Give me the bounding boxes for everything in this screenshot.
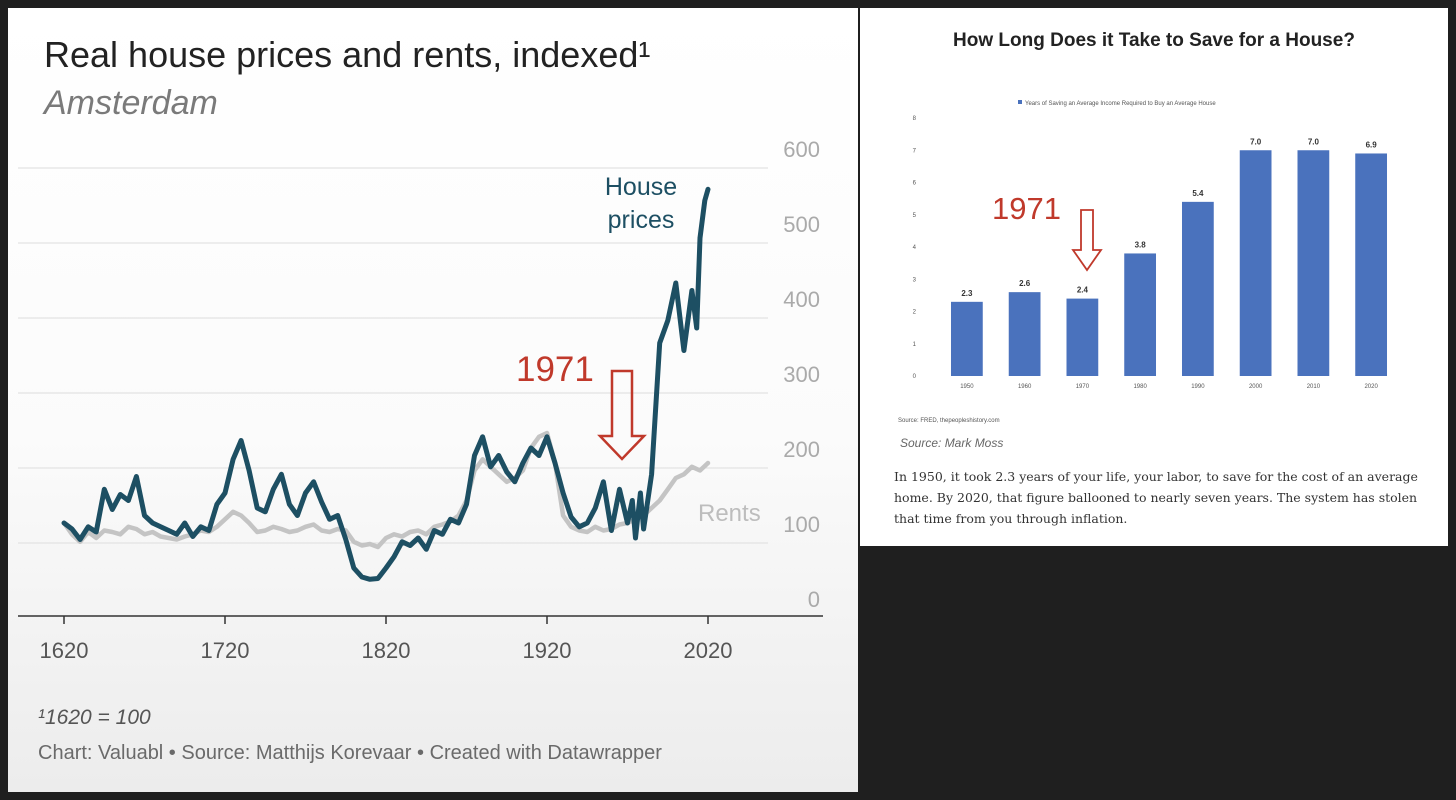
bar-category-2020: 2020 [1364, 384, 1378, 390]
y-tick-label-300: 300 [783, 362, 820, 387]
right-y-tick-8: 8 [913, 116, 917, 122]
series-line-rents [61, 430, 711, 550]
left-chart-subtitle: Amsterdam [44, 84, 218, 122]
left-chart-footnote: ¹1620 = 100 [38, 706, 151, 729]
x-tick-label-2020: 2020 [684, 638, 733, 663]
bar-category-1960: 1960 [1018, 384, 1032, 390]
left-line-chart: 0 100 200 300 400 500 600 1620 1720 1820 1920 2020… [18, 137, 823, 663]
y-tick-label-600: 600 [783, 137, 820, 162]
right-y-tick-1: 1 [913, 342, 917, 348]
y-tick-label-400: 400 [783, 287, 820, 312]
bar-2000 [1239, 150, 1272, 376]
bar-1960 [1008, 292, 1041, 376]
right-y-tick-0: 0 [913, 374, 917, 380]
left-chart-title: Real house prices and rents, indexed¹ [44, 34, 651, 75]
bar-category-1950: 1950 [960, 384, 974, 390]
y-tick-label-500: 500 [783, 212, 820, 237]
bar-value-2010: 7.0 [1308, 137, 1320, 146]
rents-label: Rents [698, 500, 761, 527]
right-y-tick-4: 4 [913, 245, 917, 251]
right-bar-chart: Years of Saving an Average Income Requir… [898, 100, 1388, 424]
bar-value-1950: 2.3 [961, 289, 973, 298]
bar-1990 [1181, 201, 1214, 376]
bar-category-1970: 1970 [1076, 384, 1090, 390]
y-tick-label-100: 100 [783, 512, 820, 537]
bar-value-2000: 7.0 [1250, 137, 1262, 146]
right-y-tick-5: 5 [913, 213, 917, 219]
right-paragraph: In 1950, it took 2.3 years of your life,… [894, 469, 1418, 526]
right-y-tick-7: 7 [913, 148, 917, 154]
bar-value-2020: 6.9 [1366, 140, 1378, 149]
x-tick-label-1820: 1820 [362, 638, 411, 663]
right-y-tick-3: 3 [913, 277, 917, 283]
x-tick-label-1620: 1620 [40, 638, 89, 663]
bar-value-1960: 2.6 [1019, 279, 1031, 288]
right-source-note: Source: Mark Moss [900, 436, 1004, 450]
bar-category-2010: 2010 [1307, 384, 1321, 390]
left-chart-panel: Real house prices and rents, indexed¹ Am… [8, 8, 858, 792]
right-annotation-1971: 1971 [992, 191, 1061, 226]
bar-category-1990: 1990 [1191, 384, 1205, 390]
bar-value-1970: 2.4 [1077, 286, 1089, 295]
right-chart-panel: How Long Does it Take to Save for a Hous… [860, 8, 1448, 546]
bar-value-1990: 5.4 [1192, 189, 1204, 198]
bar-1970 [1066, 298, 1099, 376]
x-tick-label-1920: 1920 [523, 638, 572, 663]
house-prices-label-line1: House [605, 173, 677, 201]
bar-value-1980: 3.8 [1135, 240, 1147, 249]
bar-category-2000: 2000 [1249, 384, 1263, 390]
y-tick-label-0: 0 [808, 587, 820, 612]
right-y-tick-6: 6 [913, 181, 917, 187]
legend-swatch [1018, 100, 1022, 104]
house-prices-label-line2: prices [608, 206, 675, 234]
bar-category-1980: 1980 [1133, 384, 1147, 390]
right-y-tick-2: 2 [913, 310, 917, 316]
left-annotation-1971: 1971 [516, 350, 594, 389]
series-line-house-prices [61, 186, 711, 582]
bar-2010 [1297, 150, 1330, 376]
left-down-arrow [597, 369, 647, 461]
right-chart-title: How Long Does it Take to Save for a Hous… [953, 30, 1355, 51]
y-tick-label-200: 200 [783, 437, 820, 462]
x-tick-label-1720: 1720 [201, 638, 250, 663]
right-source-small: Source: FRED, thepeopleshistory.com [898, 418, 1000, 424]
bar-2020 [1355, 153, 1388, 376]
legend-label: Years of Saving an Average Income Requir… [1025, 101, 1216, 107]
bar-1980 [1124, 253, 1157, 376]
right-down-arrow [1071, 209, 1103, 272]
left-chart-credit: Chart: Valuabl • Source: Matthijs Koreva… [38, 742, 662, 764]
bar-1950 [950, 301, 983, 376]
